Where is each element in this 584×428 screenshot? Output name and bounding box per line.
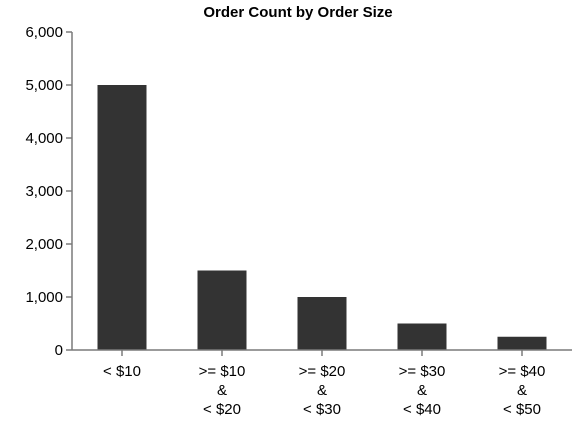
bars [97,85,547,350]
bar [397,323,447,350]
x-tick-label: < $30 [303,401,341,418]
x-tick-label: < $10 [103,363,141,380]
x-tick-label: < $50 [503,401,541,418]
y-tick-label: 3,000 [25,183,63,200]
bar [97,85,147,350]
y-tick-label: 5,000 [25,77,63,94]
x-tick-label: >= $40 [499,363,546,380]
y-tick-label: 6,000 [25,24,63,41]
y-tick-label: 2,000 [25,236,63,253]
y-tick-label: 0 [55,342,63,359]
bar [197,270,247,350]
x-tick-label: < $40 [403,401,441,418]
bar [497,336,547,350]
x-tick-label: >= $10 [199,363,246,380]
x-tick-label: & [517,382,527,399]
x-axis-labels: < $10 >= $10 & < $20 >= $20 & < $30 >= $30 & < $4… [103,350,545,418]
y-tick-label: 4,000 [25,130,63,147]
x-tick-label: & [317,382,327,399]
bar [297,297,347,350]
x-tick-label: >= $20 [299,363,346,380]
x-tick-label: < $20 [203,401,241,418]
chart-title: Order Count by Order Size [203,4,392,21]
x-tick-label: & [217,382,227,399]
x-tick-label: >= $30 [399,363,446,380]
y-axis-ticks: 0 1,000 2,000 3,000 4,000 5,000 6,000 [25,24,72,359]
y-tick-label: 1,000 [25,289,63,306]
x-tick-label: & [417,382,427,399]
